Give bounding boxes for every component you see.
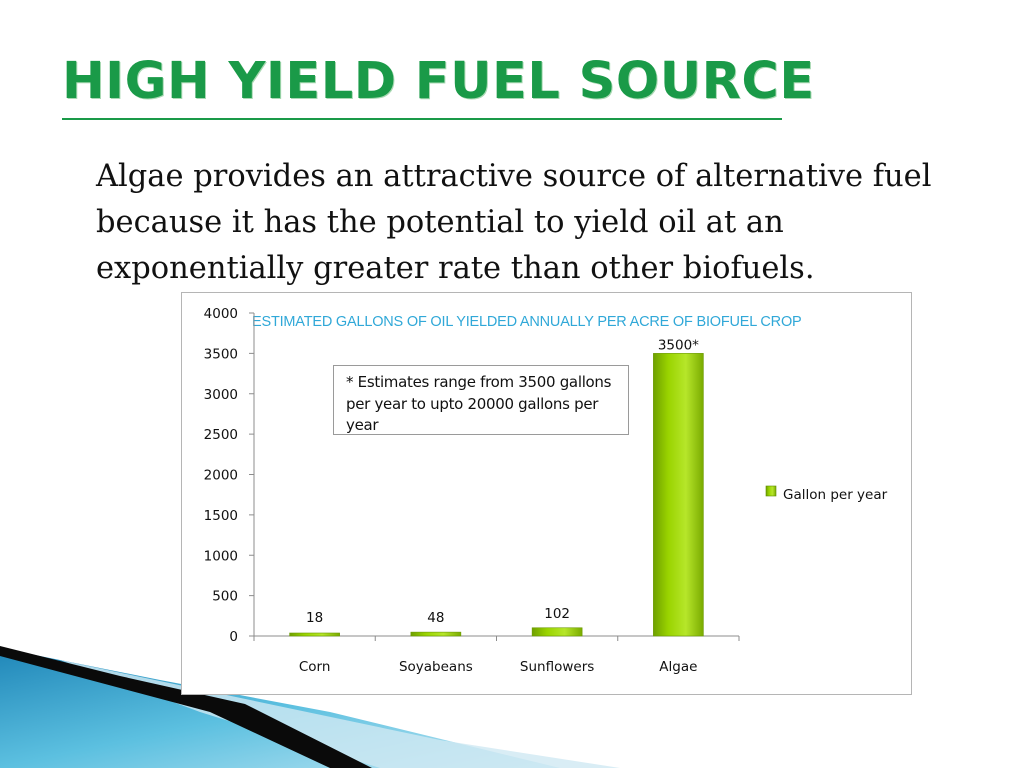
x-axis: Corn Soyabeans Sunflowers Algae <box>253 635 740 675</box>
y-tick-label: 3500 <box>204 346 238 362</box>
y-tick-label: 2000 <box>204 468 238 484</box>
swoosh-light-shape <box>60 660 620 768</box>
bar-series <box>289 353 704 637</box>
chart-legend: Gallon per year <box>765 485 888 503</box>
y-tick-label: 0 <box>229 629 238 645</box>
x-category-label: Algae <box>659 659 697 675</box>
data-label: 102 <box>544 606 570 622</box>
slide-body-text: Algae provides an attractive source of a… <box>96 159 932 286</box>
x-category-label: Soyabeans <box>399 659 473 675</box>
y-axis: 0 500 1000 1500 2000 2500 3000 3500 4000 <box>204 306 255 645</box>
chart-title: ESTIMATED GALLONS OF OIL YIELDED ANNUALL… <box>252 314 802 330</box>
swoosh-black-shape <box>0 646 372 768</box>
bar-chart: ESTIMATED GALLONS OF OIL YIELDED ANNUALL… <box>204 306 888 675</box>
y-tick-label: 4000 <box>204 306 238 322</box>
data-label: 3500* <box>658 337 699 353</box>
slide-title: HIGH YIELD FUEL SOURCE <box>62 52 815 111</box>
y-tick-label: 1500 <box>204 508 238 524</box>
y-tick-label: 500 <box>212 589 238 605</box>
data-labels: 18 48 102 3500* <box>306 337 699 626</box>
estimate-note-text: * Estimates range from 3500 gallons per … <box>346 373 612 434</box>
bar-sunflowers <box>531 627 583 637</box>
title-underline <box>62 118 782 120</box>
y-tick-label: 3000 <box>204 387 238 403</box>
data-label: 18 <box>306 610 323 626</box>
legend-swatch <box>765 485 777 497</box>
estimate-note-box: * Estimates range from 3500 gallons per … <box>333 365 629 435</box>
legend-label: Gallon per year <box>783 487 888 503</box>
y-tick-label: 1000 <box>204 548 238 564</box>
data-label: 48 <box>427 610 444 626</box>
y-tick-label: 2500 <box>204 427 238 443</box>
x-category-label: Sunflowers <box>520 659 594 675</box>
bar-soyabeans <box>410 631 462 637</box>
chart-frame: ESTIMATED GALLONS OF OIL YIELDED ANNUALL… <box>181 292 912 695</box>
x-category-label: Corn <box>299 659 331 675</box>
bar-corn <box>289 632 340 637</box>
bar-algae <box>653 353 704 637</box>
